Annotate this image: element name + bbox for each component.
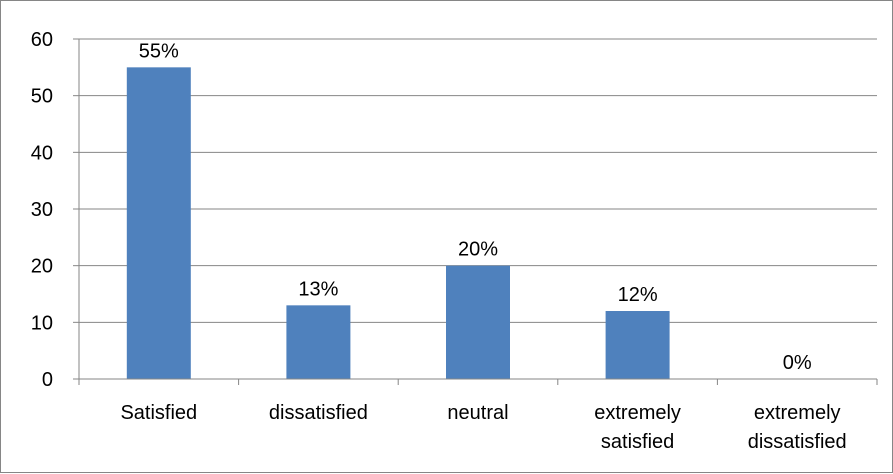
- y-tick-label: 10: [31, 312, 53, 334]
- y-tick-label: 20: [31, 256, 53, 278]
- bar: [605, 311, 670, 379]
- x-category-label: Satisfied: [120, 402, 197, 424]
- y-tick-label: 50: [31, 86, 53, 108]
- bar: [446, 265, 510, 379]
- x-category-label-line: Satisfied: [120, 402, 197, 424]
- data-label: 20%: [458, 239, 498, 261]
- y-tick-label: 0: [42, 369, 53, 391]
- y-tick-label: 40: [31, 142, 53, 164]
- x-category-label: extremely dissatisfied: [748, 402, 847, 453]
- x-category-label: dissatisfied: [269, 402, 368, 424]
- data-label: 0%: [783, 352, 812, 374]
- bar: [126, 67, 191, 379]
- x-category-label-line: neutral: [447, 402, 508, 424]
- x-category-label-line: extremely: [594, 402, 681, 424]
- x-category-label-line: extremely: [754, 402, 841, 424]
- y-tick-label: 60: [31, 29, 53, 51]
- y-tick-label: 30: [31, 199, 53, 221]
- x-category-label-line: dissatisfied: [269, 402, 368, 424]
- data-label: 12%: [618, 284, 658, 306]
- data-label: 55%: [139, 40, 179, 62]
- x-category-label-line: satisfied: [601, 431, 674, 453]
- bar: [286, 305, 351, 379]
- x-category-label: neutral: [447, 402, 508, 424]
- data-label: 13%: [298, 278, 338, 300]
- x-category-label: extremely satisfied: [594, 402, 681, 453]
- x-category-label-line: dissatisfied: [748, 431, 847, 453]
